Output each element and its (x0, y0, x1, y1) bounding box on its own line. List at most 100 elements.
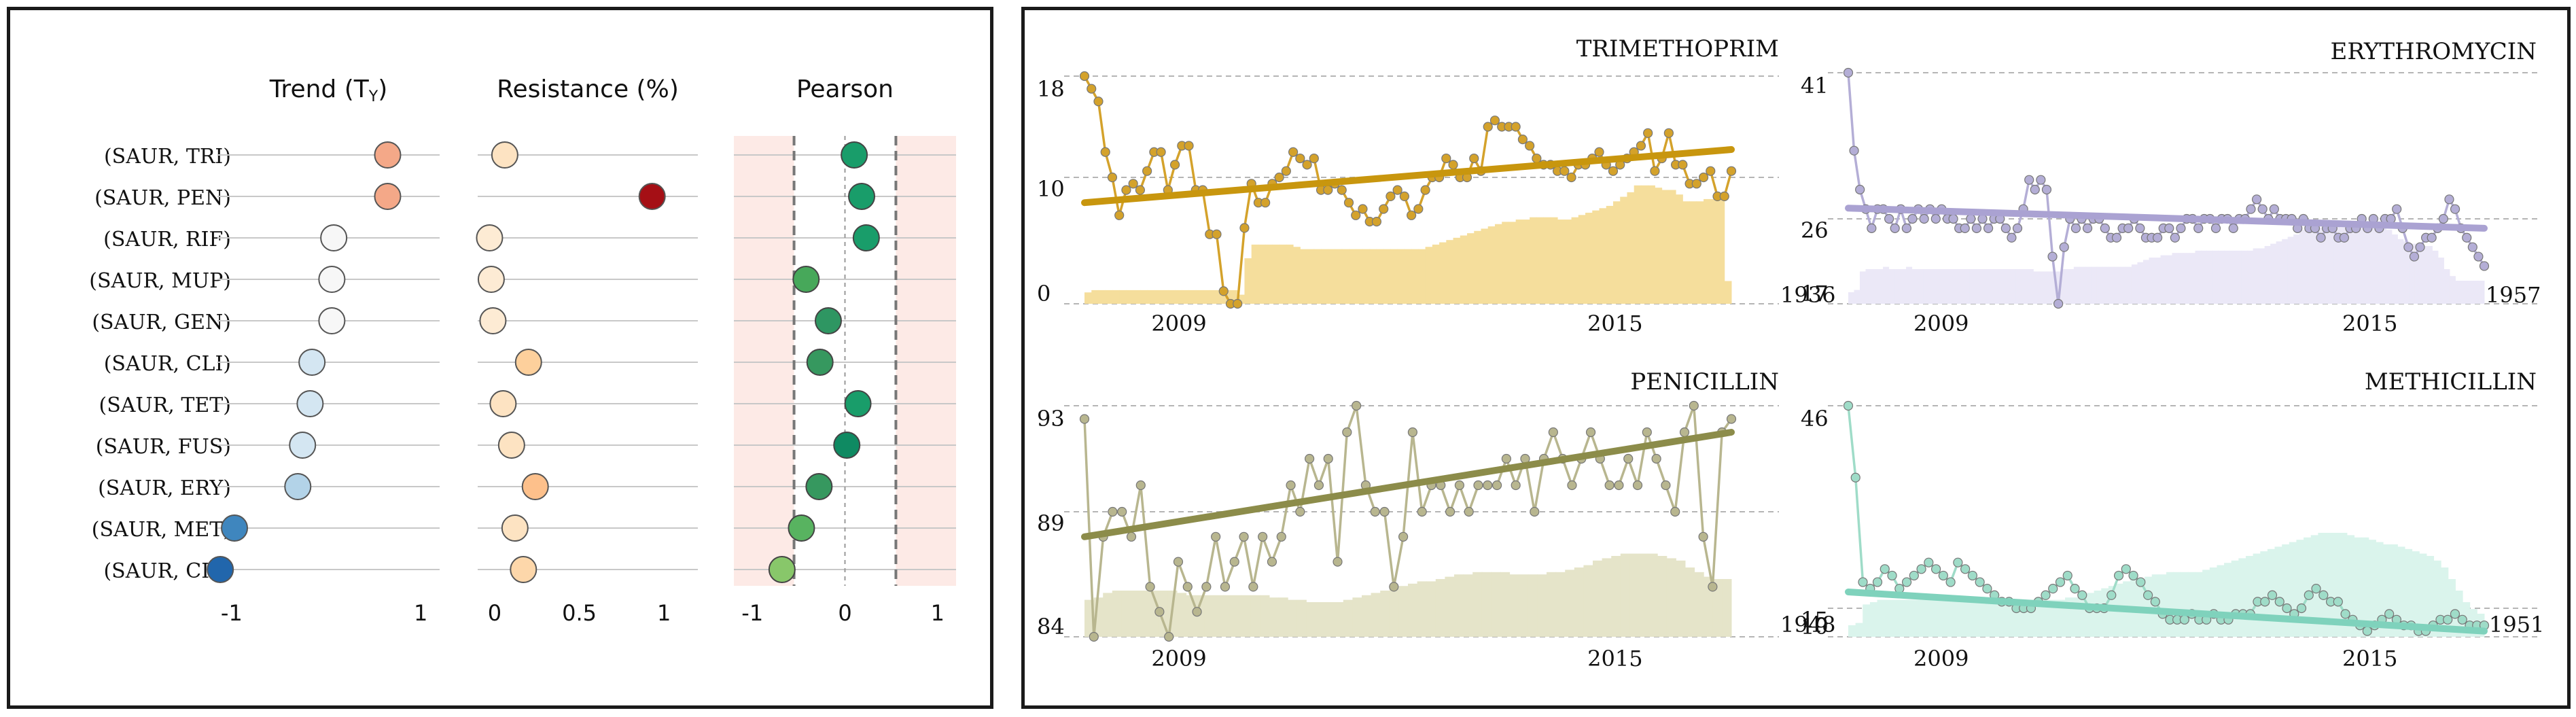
count-bar (2403, 241, 2410, 304)
series-point (1483, 480, 1493, 491)
series-point (2257, 204, 2268, 214)
count-bar (2224, 563, 2232, 637)
series-point (2296, 603, 2307, 614)
series-point (1698, 531, 1708, 542)
y-tick-label: 46 (1801, 406, 1829, 432)
count-bar (2276, 241, 2282, 304)
series-point (1924, 557, 1934, 567)
count-bar (1472, 572, 1483, 637)
count-bar (1195, 595, 1205, 637)
series-point (1441, 153, 1451, 164)
data-point (805, 473, 833, 500)
series-point (1313, 480, 1324, 491)
count-bar (2247, 250, 2254, 304)
series-point (2467, 242, 2477, 252)
data-point (768, 556, 796, 583)
series-point (1258, 531, 1268, 542)
series-point (1975, 577, 1985, 587)
count-bar (1620, 553, 1630, 637)
series-point (2282, 603, 2292, 614)
series-point (1691, 179, 1701, 189)
count-bar (1860, 271, 1867, 304)
data-point (296, 390, 324, 417)
count-bar (2322, 227, 2329, 304)
series-point (1302, 160, 1312, 170)
count-bar (1941, 269, 1947, 304)
summary-chart: (SAUR, TRI) (SAUR, PEN) (SAUR, RIF) (SAUR, … (89, 75, 956, 626)
count-bar (2027, 269, 2034, 304)
series-point (1274, 172, 1284, 183)
series-point (2143, 590, 2153, 600)
series-point (1967, 570, 1977, 581)
count-bar (2065, 597, 2073, 637)
count-bar (2206, 250, 2213, 304)
count-bar (2259, 248, 2265, 304)
count-bar (1855, 623, 1863, 637)
series-point (1960, 223, 1970, 233)
series-point (2179, 614, 2189, 625)
count-bar (1547, 572, 1557, 637)
series-point (2150, 597, 2160, 607)
count-bar (1417, 581, 1427, 637)
count-bar (2212, 250, 2219, 304)
summary-panel: (SAUR, TRI) (SAUR, PEN) (SAUR, RIF) (SAUR, … (7, 7, 993, 709)
count-bar (2036, 599, 2044, 637)
x-tick-label: 2009 (1151, 646, 1206, 671)
count-bar (1900, 269, 1907, 304)
series-point (2340, 609, 2350, 619)
count-bar (1602, 558, 1612, 637)
count-bar (1175, 290, 1182, 304)
count-bar (2357, 227, 2363, 304)
data-point (833, 432, 861, 459)
series-point (1566, 172, 1576, 183)
count-bar (2340, 227, 2346, 304)
count-bar (1487, 226, 1496, 304)
count-bar (2062, 269, 2068, 304)
series-point (1679, 427, 1690, 438)
data-point (374, 183, 402, 210)
x-tick-label: 2009 (1913, 311, 1969, 336)
count-bar (1397, 249, 1405, 304)
series-point (2252, 194, 2262, 205)
count-bar (2108, 266, 2115, 304)
count-bar (2282, 239, 2289, 304)
series-point (2077, 590, 2087, 600)
count-bar (1306, 602, 1316, 637)
count-bar (2467, 281, 2473, 304)
count-bar (1848, 625, 1856, 637)
count-bar (2397, 546, 2405, 637)
series-point (1636, 141, 1646, 151)
series-point (2059, 242, 2069, 252)
count-bar (1126, 290, 1134, 304)
series-point (2304, 590, 2314, 600)
series-point (2136, 577, 2146, 587)
count-bar (2304, 537, 2312, 637)
data-point (489, 390, 517, 417)
series-point (2450, 204, 2460, 214)
series-point (2210, 223, 2221, 233)
data-point (841, 141, 868, 169)
count-bar (1230, 290, 1238, 304)
count-bar (1689, 201, 1697, 304)
series-point (1417, 506, 1427, 517)
count-bar (2274, 546, 2282, 637)
count-bar (2426, 246, 2433, 304)
series-point (1173, 557, 1184, 567)
series-point (1511, 122, 1521, 132)
count-bar (1334, 602, 1344, 637)
count-bar (2448, 579, 2456, 637)
chart-title: PENICILLIN (1630, 368, 1779, 396)
series-point (1890, 223, 1900, 233)
count-bar (1585, 213, 1593, 304)
series-point (1164, 631, 1174, 642)
count-bar (2310, 227, 2317, 304)
count-bar (2289, 542, 2297, 637)
count-bar (1593, 560, 1603, 637)
series-point (2403, 242, 2414, 252)
series-point (1295, 153, 1305, 164)
count-bar (1300, 249, 1308, 304)
count-bar (1105, 290, 1113, 304)
x-tick-label: 2009 (1151, 311, 1206, 336)
count-bar (2363, 227, 2369, 304)
count-bar (2345, 227, 2352, 304)
